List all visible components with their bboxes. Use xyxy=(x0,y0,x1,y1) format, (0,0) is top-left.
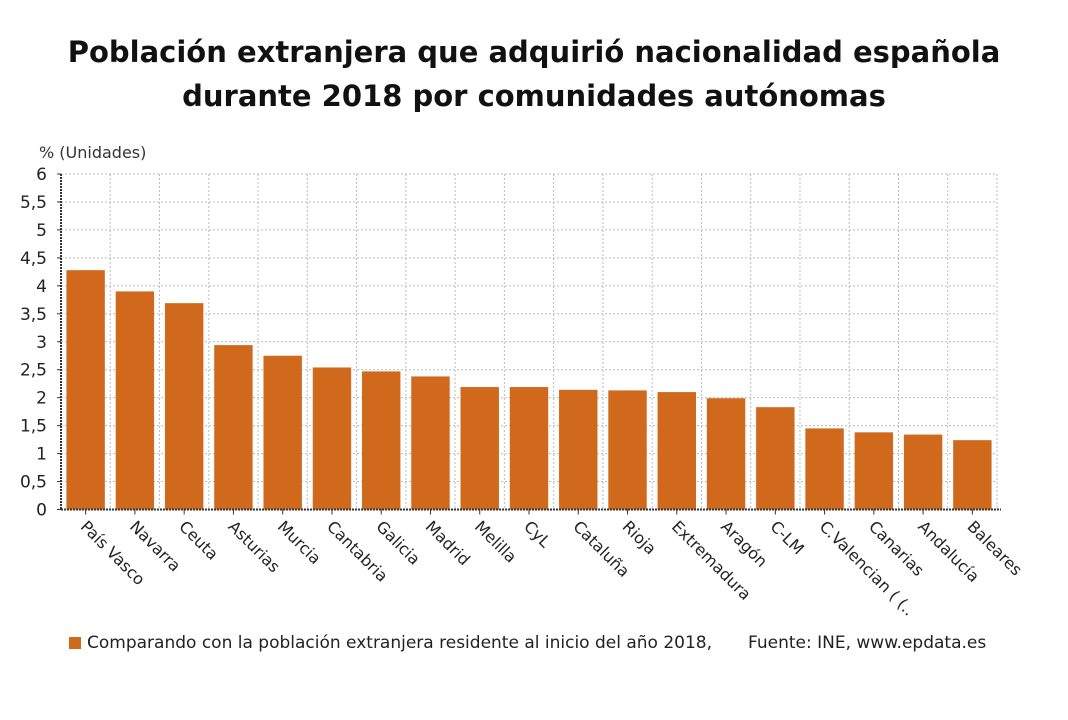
x-tick-label: Madrid xyxy=(422,517,474,569)
bar-galicia xyxy=(361,371,401,510)
y-tick-label: 0 xyxy=(36,501,47,521)
y-tick-label: 5 xyxy=(36,221,47,241)
y-tick-label: 6 xyxy=(36,165,47,185)
bar-baleares xyxy=(953,440,992,510)
bar-pa-s-vasco xyxy=(66,270,105,510)
y-tick-label: 2 xyxy=(36,389,47,409)
bar-navarra xyxy=(115,291,155,510)
bar-canarias xyxy=(854,432,894,510)
y-tick-label: 0,5 xyxy=(20,473,47,493)
left-mask xyxy=(0,0,38,620)
bar-rioja xyxy=(608,390,647,510)
bar-c-lm xyxy=(756,407,795,510)
bar-madrid xyxy=(411,376,450,510)
x-tick-label: Melilla xyxy=(471,517,521,567)
y-tick-label: 4,5 xyxy=(20,249,47,269)
bar-c-valencian- xyxy=(805,428,844,510)
bar-catalu-a xyxy=(559,389,598,510)
y-tick-label: 1,5 xyxy=(20,417,47,437)
bar-chart: % (Unidades)00,511,522,533,544,555,56Paí… xyxy=(0,0,1026,620)
source-text: Fuente: INE, www.epdata.es xyxy=(748,633,987,653)
legend-label: Comparando con la población extranjera r… xyxy=(87,633,713,653)
bar-arag-n xyxy=(706,398,746,510)
y-tick-label: 2,5 xyxy=(20,361,47,381)
bar-cyl xyxy=(509,387,549,510)
x-tick-label: CyL xyxy=(520,517,554,551)
bar-extremadura xyxy=(657,392,697,510)
title-line-1: Población extranjera que adquirió nacion… xyxy=(67,35,1001,69)
bar-asturias xyxy=(214,345,253,510)
bar-ceuta xyxy=(164,303,204,510)
legend: Comparando con la población extranjera r… xyxy=(69,633,986,653)
y-axis-label: % (Unidades) xyxy=(39,143,146,162)
bar-melilla xyxy=(460,387,499,510)
y-tick-label: 5,5 xyxy=(20,193,47,213)
x-tick-label: Rioja xyxy=(619,517,660,558)
legend-swatch xyxy=(69,637,81,649)
y-tick-label: 1 xyxy=(36,445,47,465)
y-tick-label: 3,5 xyxy=(20,305,47,325)
y-tick-label: 3 xyxy=(36,333,47,353)
bar-cantabria xyxy=(312,367,352,510)
title-line-2: durante 2018 por comunidades autónomas xyxy=(182,79,886,113)
y-tick-label: 4 xyxy=(36,277,47,297)
bar-murcia xyxy=(263,355,302,510)
chart-title: Población extranjera que adquirió nacion… xyxy=(0,30,1068,118)
x-tick-label: Asturias xyxy=(225,517,284,576)
bar-andaluc-a xyxy=(903,434,943,510)
x-tick-label: C-LM xyxy=(766,517,807,558)
x-tick-label: Ceuta xyxy=(175,517,222,564)
